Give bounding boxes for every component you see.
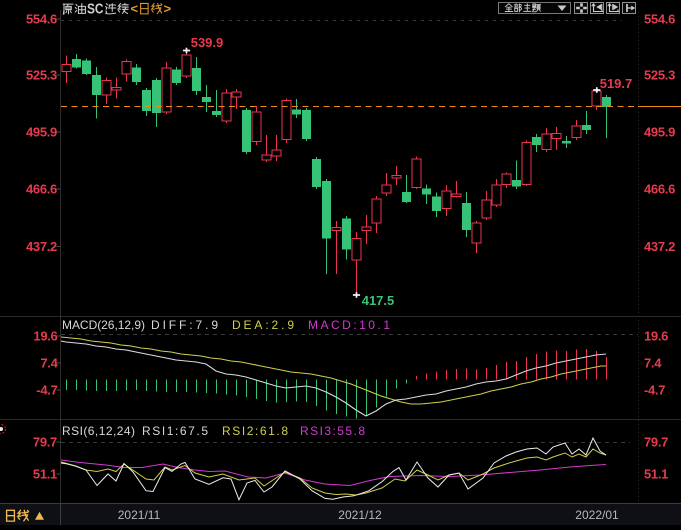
svg-text:2021/11: 2021/11 — [118, 508, 161, 522]
svg-text:525.3: 525.3 — [644, 68, 675, 83]
svg-text:51.1: 51.1 — [33, 467, 57, 482]
svg-text:19.6: 19.6 — [33, 329, 57, 344]
svg-text:525.3: 525.3 — [26, 68, 57, 83]
svg-text:RSI(6,12,24): RSI(6,12,24) — [62, 424, 135, 438]
svg-text:2021/12: 2021/12 — [338, 508, 382, 522]
svg-text:<: < — [131, 1, 139, 16]
svg-text:495.9: 495.9 — [26, 125, 57, 140]
svg-text:554.6: 554.6 — [26, 12, 57, 27]
svg-text:>: > — [164, 1, 172, 16]
svg-text:519.7: 519.7 — [600, 76, 633, 91]
svg-text:79.7: 79.7 — [644, 435, 668, 450]
svg-text:MACD(26,12,9): MACD(26,12,9) — [62, 318, 145, 332]
svg-text:RSI2:61.8: RSI2:61.8 — [222, 424, 288, 438]
svg-text:7.4: 7.4 — [644, 356, 662, 371]
svg-text:RSI1:67.5: RSI1:67.5 — [142, 424, 208, 438]
svg-text:19.6: 19.6 — [644, 329, 668, 344]
svg-text:417.5: 417.5 — [362, 293, 395, 308]
svg-text:466.6: 466.6 — [644, 182, 675, 197]
svg-text:79.7: 79.7 — [33, 435, 57, 450]
svg-text:MACD:10.1: MACD:10.1 — [308, 318, 390, 332]
svg-text:-4.7: -4.7 — [644, 383, 665, 398]
svg-text:466.6: 466.6 — [26, 182, 57, 197]
svg-text:2022/01: 2022/01 — [575, 508, 619, 522]
svg-text:437.2: 437.2 — [644, 239, 675, 254]
svg-text:SC: SC — [87, 2, 104, 18]
svg-text:495.9: 495.9 — [644, 125, 675, 140]
svg-text:554.6: 554.6 — [644, 12, 675, 27]
svg-text:DIFF:7.9: DIFF:7.9 — [151, 318, 218, 332]
svg-text:7.4: 7.4 — [40, 356, 58, 371]
svg-text:437.2: 437.2 — [26, 239, 57, 254]
svg-text:RSI3:55.8: RSI3:55.8 — [300, 424, 365, 438]
svg-text:51.1: 51.1 — [644, 467, 668, 482]
svg-text:-4.7: -4.7 — [36, 383, 57, 398]
svg-text:539.9: 539.9 — [191, 35, 224, 50]
